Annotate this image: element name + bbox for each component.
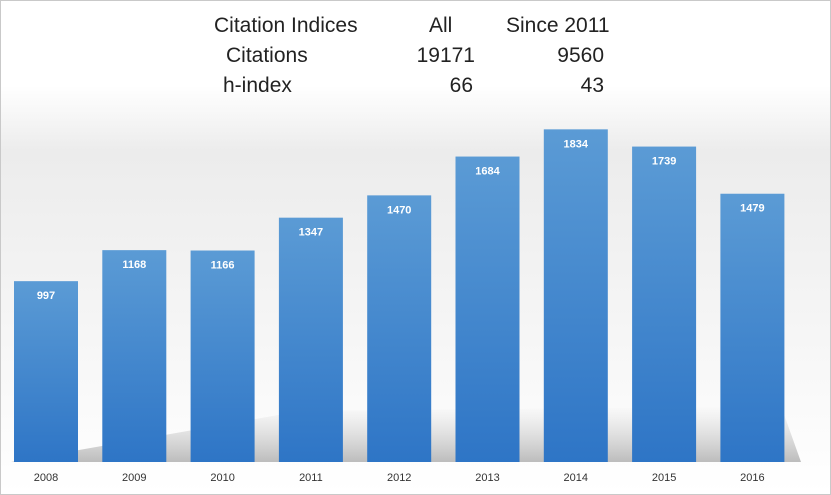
- x-tick-label-2010: 2010: [210, 472, 234, 484]
- x-tick-label-2012: 2012: [387, 472, 411, 484]
- bar-2010: [190, 250, 255, 462]
- bars-group: 997 2008 1168 2009 1166 2010 1347 2011 1470 2012 1…: [14, 129, 785, 484]
- bar-2016: [720, 193, 785, 462]
- stats-header-since: Since 2011: [506, 14, 610, 37]
- x-tick-label-2015: 2015: [652, 472, 676, 484]
- bar-value-label-2013: 1684: [475, 166, 500, 178]
- x-tick-label-2013: 2013: [475, 472, 499, 484]
- bar-value-label-2009: 1168: [122, 259, 146, 271]
- bar-value-label-2012: 1470: [387, 204, 411, 216]
- stats-row-hindex-all: 66: [449, 74, 473, 97]
- x-tick-label-2008: 2008: [34, 472, 58, 484]
- stats-row-citations-since: 9560: [557, 44, 604, 67]
- bar-2014: [543, 129, 608, 462]
- citation-stats-table: Citation Indices All Since 2011 Citation…: [1, 1, 830, 111]
- stats-row-citations-all: 19171: [416, 44, 475, 67]
- stats-header-label: Citation Indices: [214, 14, 358, 37]
- stats-header-all: All: [429, 14, 453, 37]
- bar-value-label-2014: 1834: [564, 138, 589, 150]
- bar-2008: [14, 281, 78, 462]
- stats-row-hindex-since: 43: [580, 74, 604, 97]
- bar-value-label-2010: 1166: [211, 260, 235, 272]
- bar-value-label-2011: 1347: [299, 227, 323, 239]
- stats-row-hindex-label: h-index: [223, 74, 292, 97]
- x-tick-label-2011: 2011: [299, 472, 323, 484]
- bar-value-label-2015: 1739: [652, 156, 676, 168]
- bar-value-label-2016: 1479: [740, 203, 764, 215]
- bar-2011: [278, 217, 343, 462]
- bar-2009: [102, 250, 167, 462]
- x-tick-label-2016: 2016: [740, 472, 764, 484]
- bar-2013: [455, 156, 520, 462]
- bar-2015: [632, 146, 697, 462]
- bar-2012: [367, 195, 432, 462]
- x-tick-label-2009: 2009: [122, 472, 146, 484]
- bar-value-label-2008: 997: [37, 290, 55, 302]
- stats-row-citations-label: Citations: [226, 44, 308, 67]
- x-tick-label-2014: 2014: [564, 472, 588, 484]
